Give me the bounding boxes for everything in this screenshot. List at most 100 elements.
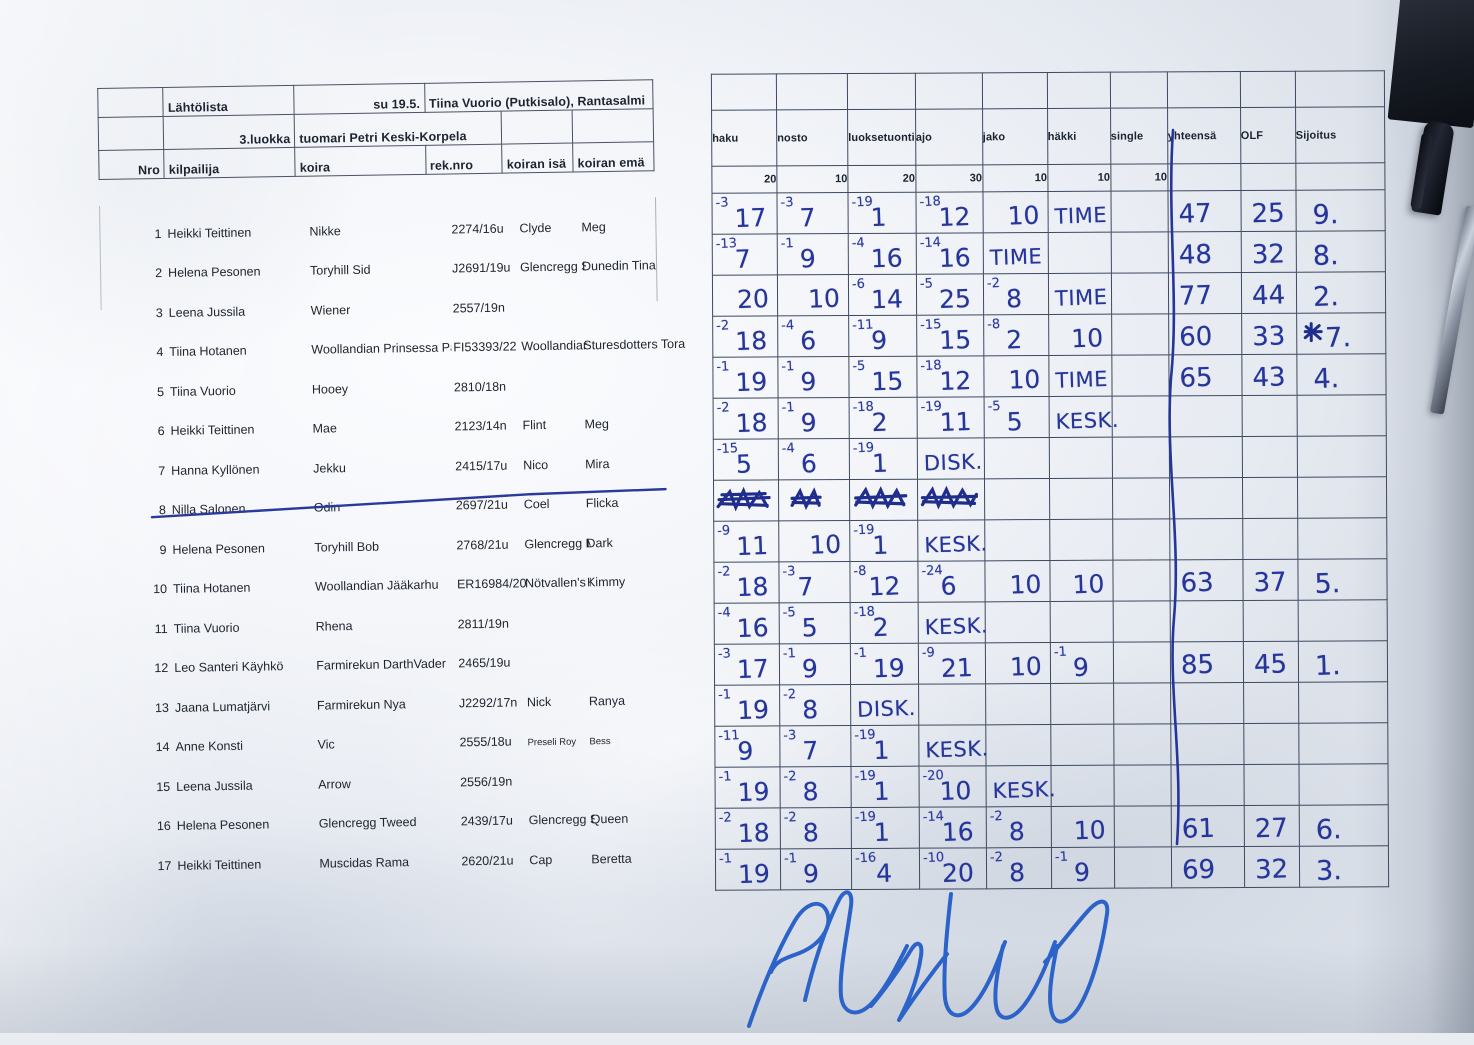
row-reg: 2768/21u — [456, 537, 509, 552]
score-row: -9 11 10 -19 1 KESK. — [713, 517, 1387, 563]
score-value: 9 — [799, 244, 817, 274]
score-value: 9 — [801, 654, 819, 684]
cell-ajo — [917, 478, 985, 521]
deduction: -1 — [782, 646, 797, 662]
deduction: -9 — [716, 523, 731, 540]
cell-nosto: -2 8 — [780, 807, 852, 849]
row-dog: Glencregg Tweed — [318, 815, 417, 831]
cell-jako: 10 — [983, 355, 1049, 397]
cell-nosto: -3 7 — [779, 725, 851, 767]
cell-luoksetuonti: -19 1 — [849, 520, 918, 562]
deduction: -1 — [717, 687, 732, 704]
olf-value: 32 — [1254, 854, 1289, 886]
score-value: 19 — [872, 653, 906, 684]
row-reg: ER16984/20 — [456, 576, 527, 592]
cell-olf — [1243, 682, 1299, 724]
row-dog: Jekku — [313, 460, 346, 476]
cell-ajo: -18 12 — [916, 355, 984, 398]
cell-ajo: KESK. — [917, 519, 988, 562]
row-nro: 10 — [153, 581, 168, 597]
cell-jako: 10 — [984, 642, 1051, 684]
score-row: -2 18 -3 7 -8 12 -24 6 10 10 63 37 5. — [713, 558, 1387, 604]
blank-sijoitus — [1294, 70, 1385, 108]
deduction: -5 — [919, 276, 933, 293]
deduction: -3 — [780, 195, 794, 211]
status-word: KESK. — [923, 531, 988, 558]
column-header-isa: koiran isä — [501, 143, 574, 174]
score-value: 10 — [938, 775, 972, 807]
cell-olf: 27 — [1243, 805, 1300, 847]
rank-value: 7. — [1324, 322, 1352, 354]
deduction: -2 — [986, 275, 1000, 292]
score-value: 8 — [1007, 816, 1025, 847]
score-value: 1 — [870, 202, 888, 233]
cell-jako: -2 8 — [983, 273, 1049, 315]
score-row: -2 18 -2 8 -19 1 -14 16 -2 8 10 61 27 6. — [715, 804, 1389, 850]
cell-luoksetuonti — [849, 479, 918, 521]
cell-nosto: -5 5 — [779, 602, 851, 644]
row-nro: 7 — [158, 463, 166, 478]
olf-value: 37 — [1252, 567, 1287, 599]
cell-nosto: -4 6 — [777, 315, 849, 357]
status-word: KESK. — [991, 777, 1056, 804]
status-word: TIME — [1054, 366, 1108, 393]
score-value: 18 — [736, 572, 769, 603]
row-reg: 2811/19n — [457, 616, 509, 631]
cell-luoksetuonti: -19 1 — [850, 725, 919, 767]
score-max-hakki: 10 — [1047, 164, 1111, 192]
cell-luoksetuonti: -19 1 — [847, 192, 916, 234]
row-dog: Vic — [317, 737, 335, 752]
row-dam: Sturesdotters Tora — [583, 336, 686, 353]
row-sire: Glencregg S — [528, 812, 595, 828]
rank-value: 5. — [1313, 568, 1341, 600]
rank-value: 1. — [1314, 650, 1341, 682]
cell-nosto: -1 9 — [778, 397, 850, 439]
row-nro: 16 — [156, 818, 171, 834]
score-value: 9 — [800, 408, 818, 438]
row-handler: Tiina Hotanen — [169, 343, 247, 359]
row-sire: Nico — [523, 457, 549, 472]
cell-ajo: -14 16 — [918, 806, 987, 849]
cell-ajo: -14 16 — [915, 232, 984, 275]
score-row: -13 7 -1 9 -4 16 -14 16 TIME 48 32 8. — [712, 230, 1386, 276]
cell-olf: 45 — [1242, 641, 1299, 683]
cell-olf — [1243, 764, 1299, 806]
row-dam: Queen — [590, 811, 629, 827]
score-value: 1 — [872, 735, 890, 766]
cell-jako — [984, 601, 1050, 643]
deduction: -4 — [717, 605, 732, 622]
score-column-header-ajo: ajo — [915, 108, 983, 166]
score-max-jako: 10 — [982, 164, 1048, 192]
deduction: -1 — [1053, 644, 1067, 661]
score-row — [713, 476, 1387, 522]
deduction: -2 — [718, 810, 733, 827]
row-reg: 2274/16u — [451, 221, 504, 236]
cell-hakki — [1049, 601, 1113, 643]
cell-olf: 33 — [1241, 313, 1297, 355]
row-reg: 2465/19u — [458, 655, 511, 671]
row-nro: 3 — [155, 305, 163, 320]
score-value: 8 — [1008, 857, 1026, 888]
scribble-out — [854, 486, 908, 510]
deduction: -1 — [853, 645, 868, 662]
score-value: 12 — [868, 571, 901, 602]
score-column-header-haku: haku — [711, 109, 777, 167]
score-value: 6 — [799, 326, 817, 356]
cell-hakki — [1049, 478, 1113, 520]
row-sire: Woollandian — [521, 338, 588, 354]
score-value: 16 — [870, 243, 904, 274]
score-value: 25 — [938, 283, 971, 315]
cell-jako — [984, 478, 1050, 520]
cell-sijoitus — [1298, 763, 1388, 806]
cell-jako: TIME — [982, 232, 1049, 274]
header-blank-cell-4 — [572, 108, 654, 144]
cell-nosto: -3 7 — [778, 561, 851, 603]
form-header-table: Lähtölista su 19.5. Tiina Vuorio (Putkis… — [97, 79, 655, 180]
cell-hakki: TIME — [1048, 355, 1112, 397]
cell-ajo: DISK. — [916, 437, 985, 480]
score-row: -1 19 -2 8 -19 1 -20 10 KESK. — [714, 763, 1388, 809]
cell-ajo: -15 15 — [916, 314, 984, 357]
score-row: -11 9 -3 7 -19 1 KESK. — [714, 722, 1388, 768]
row-handler: Leo Santeri Käyhkö — [174, 659, 284, 675]
